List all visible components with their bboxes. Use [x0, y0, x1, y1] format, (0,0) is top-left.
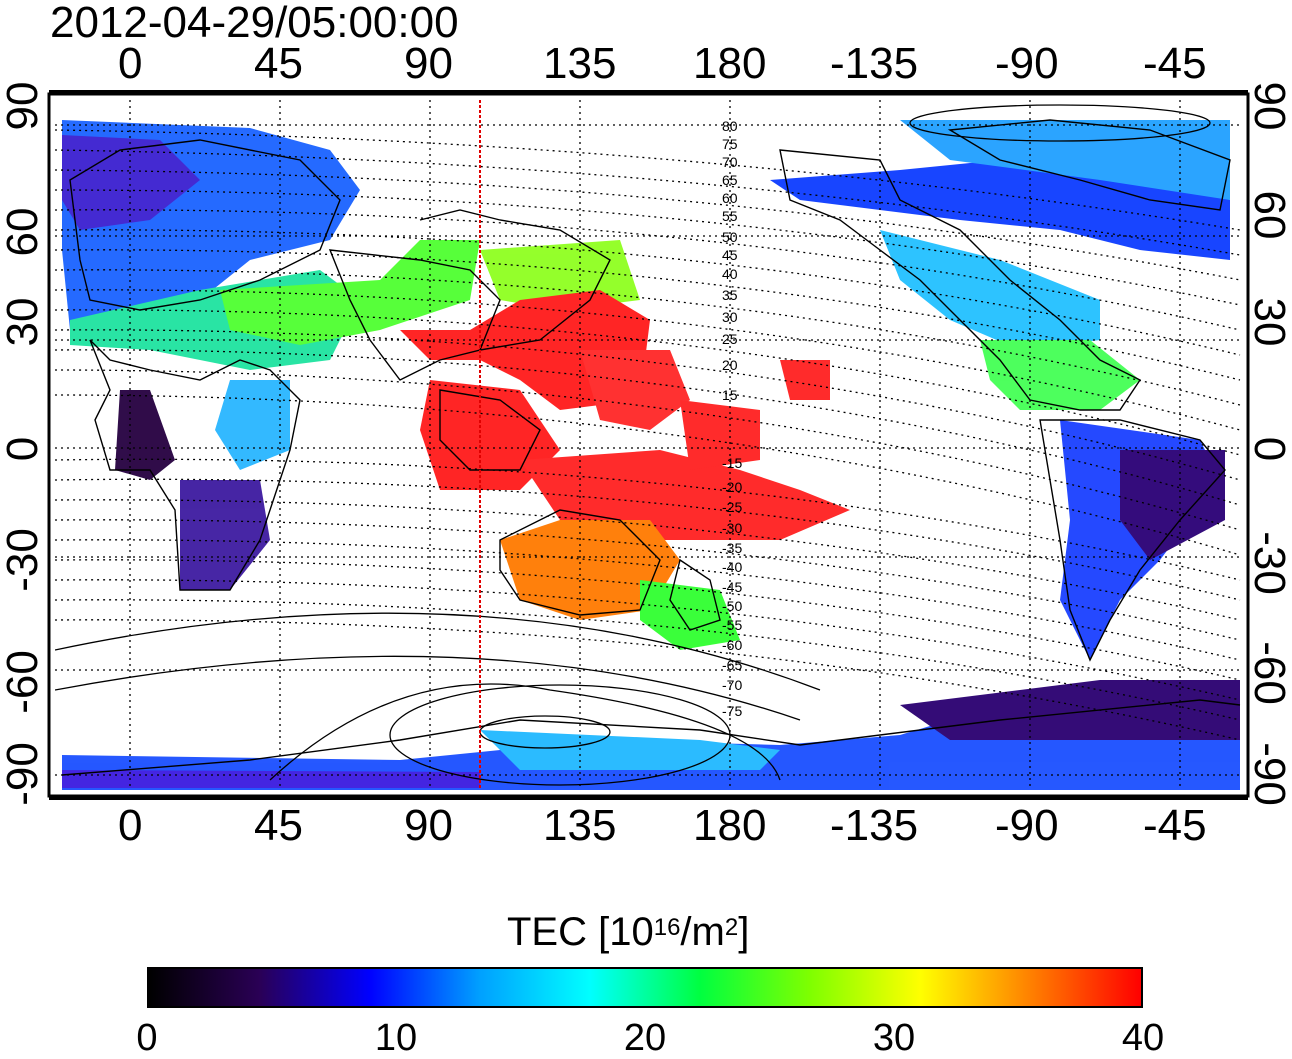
mlat-label: -15: [722, 455, 742, 471]
top-lon-tick: -90: [995, 39, 1059, 88]
top-lon-tick: 90: [404, 39, 453, 88]
bottom-lon-tick: 135: [543, 801, 617, 850]
mlat-label: 35: [722, 287, 738, 303]
tec-region-sa-east: [1120, 450, 1225, 560]
mlat-label: 45: [722, 247, 738, 263]
tec-region-europe-dark: [62, 135, 200, 230]
colorbar-title-main: TEC [10: [507, 910, 654, 954]
top-lon-tick: -45: [1143, 39, 1207, 88]
top-lon-tick: 45: [254, 39, 303, 88]
tec-region-antarctic-dark: [900, 680, 1240, 740]
colorbar: [147, 967, 1143, 1008]
bottom-lon-tick: 45: [254, 801, 303, 850]
bottom-lon-tick: 180: [693, 801, 767, 850]
mlat-label: -75: [722, 703, 742, 719]
colorbar-tick: 20: [623, 1017, 667, 1059]
tec-region-central-america: [980, 340, 1140, 410]
mlat-label: 15: [722, 387, 738, 403]
colorbar-tick: 10: [374, 1017, 418, 1059]
top-lon-tick: -135: [830, 39, 919, 88]
tec-region-greenland: [900, 120, 1230, 200]
frame-bar: [49, 796, 1248, 800]
bottom-lon-tick: 90: [404, 801, 453, 850]
tec-region-na-east: [880, 230, 1100, 350]
tec-region-hawaii: [780, 360, 830, 400]
mlat-label: -30: [722, 520, 742, 536]
colorbar-tick: 40: [1121, 1017, 1165, 1059]
top-lon-tick: 135: [543, 39, 617, 88]
bottom-lon-tick: -45: [1143, 801, 1207, 850]
mlat-label: -20: [722, 479, 742, 495]
tec-region-antarctic-light: [480, 730, 780, 770]
colorbar-title-end: ]: [738, 910, 750, 954]
mlat-label: 65: [722, 172, 738, 188]
tec-region-centralpacific: [680, 400, 760, 470]
top-lon-tick: 180: [693, 39, 767, 88]
colorbar-title-unit: /m: [680, 910, 725, 954]
mlat-label: 60: [722, 190, 738, 206]
mlat-labels: 80 75 70 65 60 55 50 45 40 35 30 25 20 1…: [722, 118, 742, 719]
mlat-solid-contours: [55, 104, 1211, 786]
tec-region-mideast-green: [220, 240, 480, 345]
mlat-contours: [55, 129, 1241, 741]
colorbar-title-exponent: 16: [653, 914, 681, 941]
mlat-label: 20: [722, 357, 738, 373]
mlat-label: -40: [722, 559, 742, 575]
map-grid: [55, 100, 1242, 790]
mlat-label: 25: [722, 331, 738, 347]
mlat-label: -70: [722, 677, 742, 693]
bottom-lon-tick: -90: [995, 801, 1059, 850]
colorbar-title: TEC [1016/m2]: [507, 908, 749, 956]
mlat-label: -50: [722, 598, 742, 614]
mlat-label: -55: [722, 617, 742, 633]
bottom-lon-tick: -135: [830, 801, 919, 850]
tec-region-africa-south: [180, 480, 270, 590]
mlat-label: 80: [722, 118, 738, 134]
mlat-label: 40: [722, 266, 738, 282]
mlat-label: 50: [722, 229, 738, 245]
tec-region-asia-red: [400, 290, 650, 410]
mlat-label: -60: [722, 637, 742, 653]
mlat-label: 30: [722, 309, 738, 325]
mlat-label: -35: [722, 540, 742, 556]
tec-region-na-north: [770, 160, 1230, 260]
mlat-label: -65: [722, 657, 742, 673]
bottom-lon-tick: 0: [118, 801, 143, 850]
map-title: 2012-04-29/05:00:00: [50, 0, 459, 47]
mlat-label: -25: [722, 499, 742, 515]
mlat-label: -45: [722, 579, 742, 595]
tec-region-antarctic: [62, 690, 1240, 790]
mlat-label: 75: [722, 136, 738, 152]
frame-bar: [49, 90, 1248, 94]
tec-region-australia: [500, 520, 680, 620]
top-lon-tick: 0: [118, 39, 143, 88]
tec-map: 80 75 70 65 60 55 50 45 40 35 30 25 20 1…: [47, 90, 1250, 800]
mlat-label: 70: [722, 154, 738, 170]
colorbar-tick: 30: [872, 1017, 916, 1059]
mlat-label: 55: [722, 208, 738, 224]
coastlines: [61, 119, 1241, 776]
colorbar-tick: 0: [136, 1017, 158, 1059]
tec-region-pacific-spots: [580, 350, 690, 430]
colorbar-title-exponent2: 2: [724, 914, 739, 941]
